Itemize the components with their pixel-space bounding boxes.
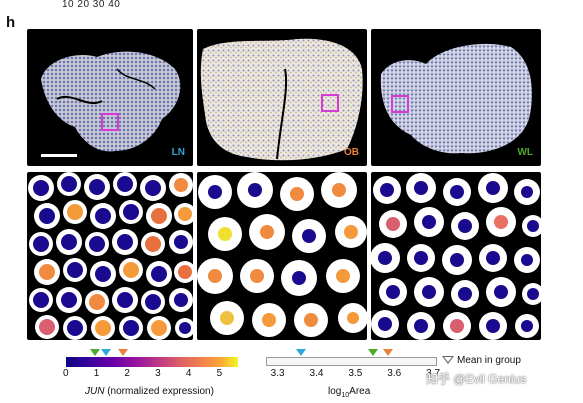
zoom-panel-ln — [27, 172, 193, 340]
panel-letter: h — [6, 14, 16, 31]
panel-label-wl: WL — [517, 147, 533, 158]
mean-marker-ln-icon — [100, 349, 111, 356]
mean-marker-ln-icon — [295, 349, 306, 356]
tissue-image-ob — [200, 38, 363, 161]
panel-label-ob: OB — [344, 147, 359, 158]
zoom-box-ob — [321, 94, 339, 112]
colorbar-tick-label: 2 — [124, 368, 130, 379]
zoom-box-ln — [101, 113, 119, 131]
cell-segmentation-wl — [371, 173, 541, 340]
area-tick-label: 3.5 — [348, 368, 363, 379]
tissue-image-ln — [41, 51, 181, 152]
legend-triangle-fill — [444, 357, 452, 362]
colorbar-label-rest: (normalized expression) — [104, 386, 214, 397]
cell-segmentation-ln — [28, 172, 193, 340]
colorbar-tick-label: 4 — [185, 368, 192, 379]
mean-marker-wl-icon — [90, 349, 101, 356]
mean-marker-ob-icon — [117, 349, 128, 356]
colorbar-tick-label: 0 — [63, 368, 69, 379]
mean-marker-ob-icon — [383, 349, 394, 356]
zoom-box-wl — [391, 95, 409, 113]
area-tick-label: 3.3 — [270, 368, 285, 379]
area-tick-label: 3.6 — [387, 368, 402, 379]
area-label-sub: 10 — [341, 392, 350, 399]
colorbar-label: JUN (normalized expression) — [85, 386, 214, 397]
overview-panel-wl: WL — [371, 29, 541, 166]
colorbar-tick-label: 1 — [93, 368, 100, 379]
top-axis-numbers: 10 20 30 40 — [62, 0, 121, 10]
gene-name: JUN — [85, 386, 105, 397]
colorbar-tick-label: 3 — [155, 368, 161, 379]
area-label-suffix: Area — [349, 386, 371, 397]
colorbar-tick-label: 5 — [216, 368, 223, 379]
area-axis-bar — [266, 357, 437, 366]
zoom-panel-ob — [197, 172, 367, 340]
zoom-panel-wl — [371, 172, 541, 340]
overview-panel-ob: OB — [197, 29, 367, 166]
tissue-image-wl — [380, 43, 532, 154]
legend-text: Mean in group — [457, 355, 521, 366]
mean-marker-wl-icon — [367, 349, 378, 356]
overview-panel-ln: LN — [27, 29, 193, 166]
jun-colorbar — [66, 357, 238, 367]
area-tick-label: 3.7 — [426, 368, 441, 379]
scale-bar — [41, 154, 77, 157]
cell-segmentation-ob — [197, 172, 367, 337]
panel-label-ln: LN — [171, 147, 185, 158]
watermark: 知乎 @Evil Genius — [426, 372, 527, 386]
area-tick-label: 3.4 — [309, 368, 324, 379]
area-label-prefix: log — [328, 386, 342, 397]
area-axis-label: log10Area — [328, 386, 370, 399]
